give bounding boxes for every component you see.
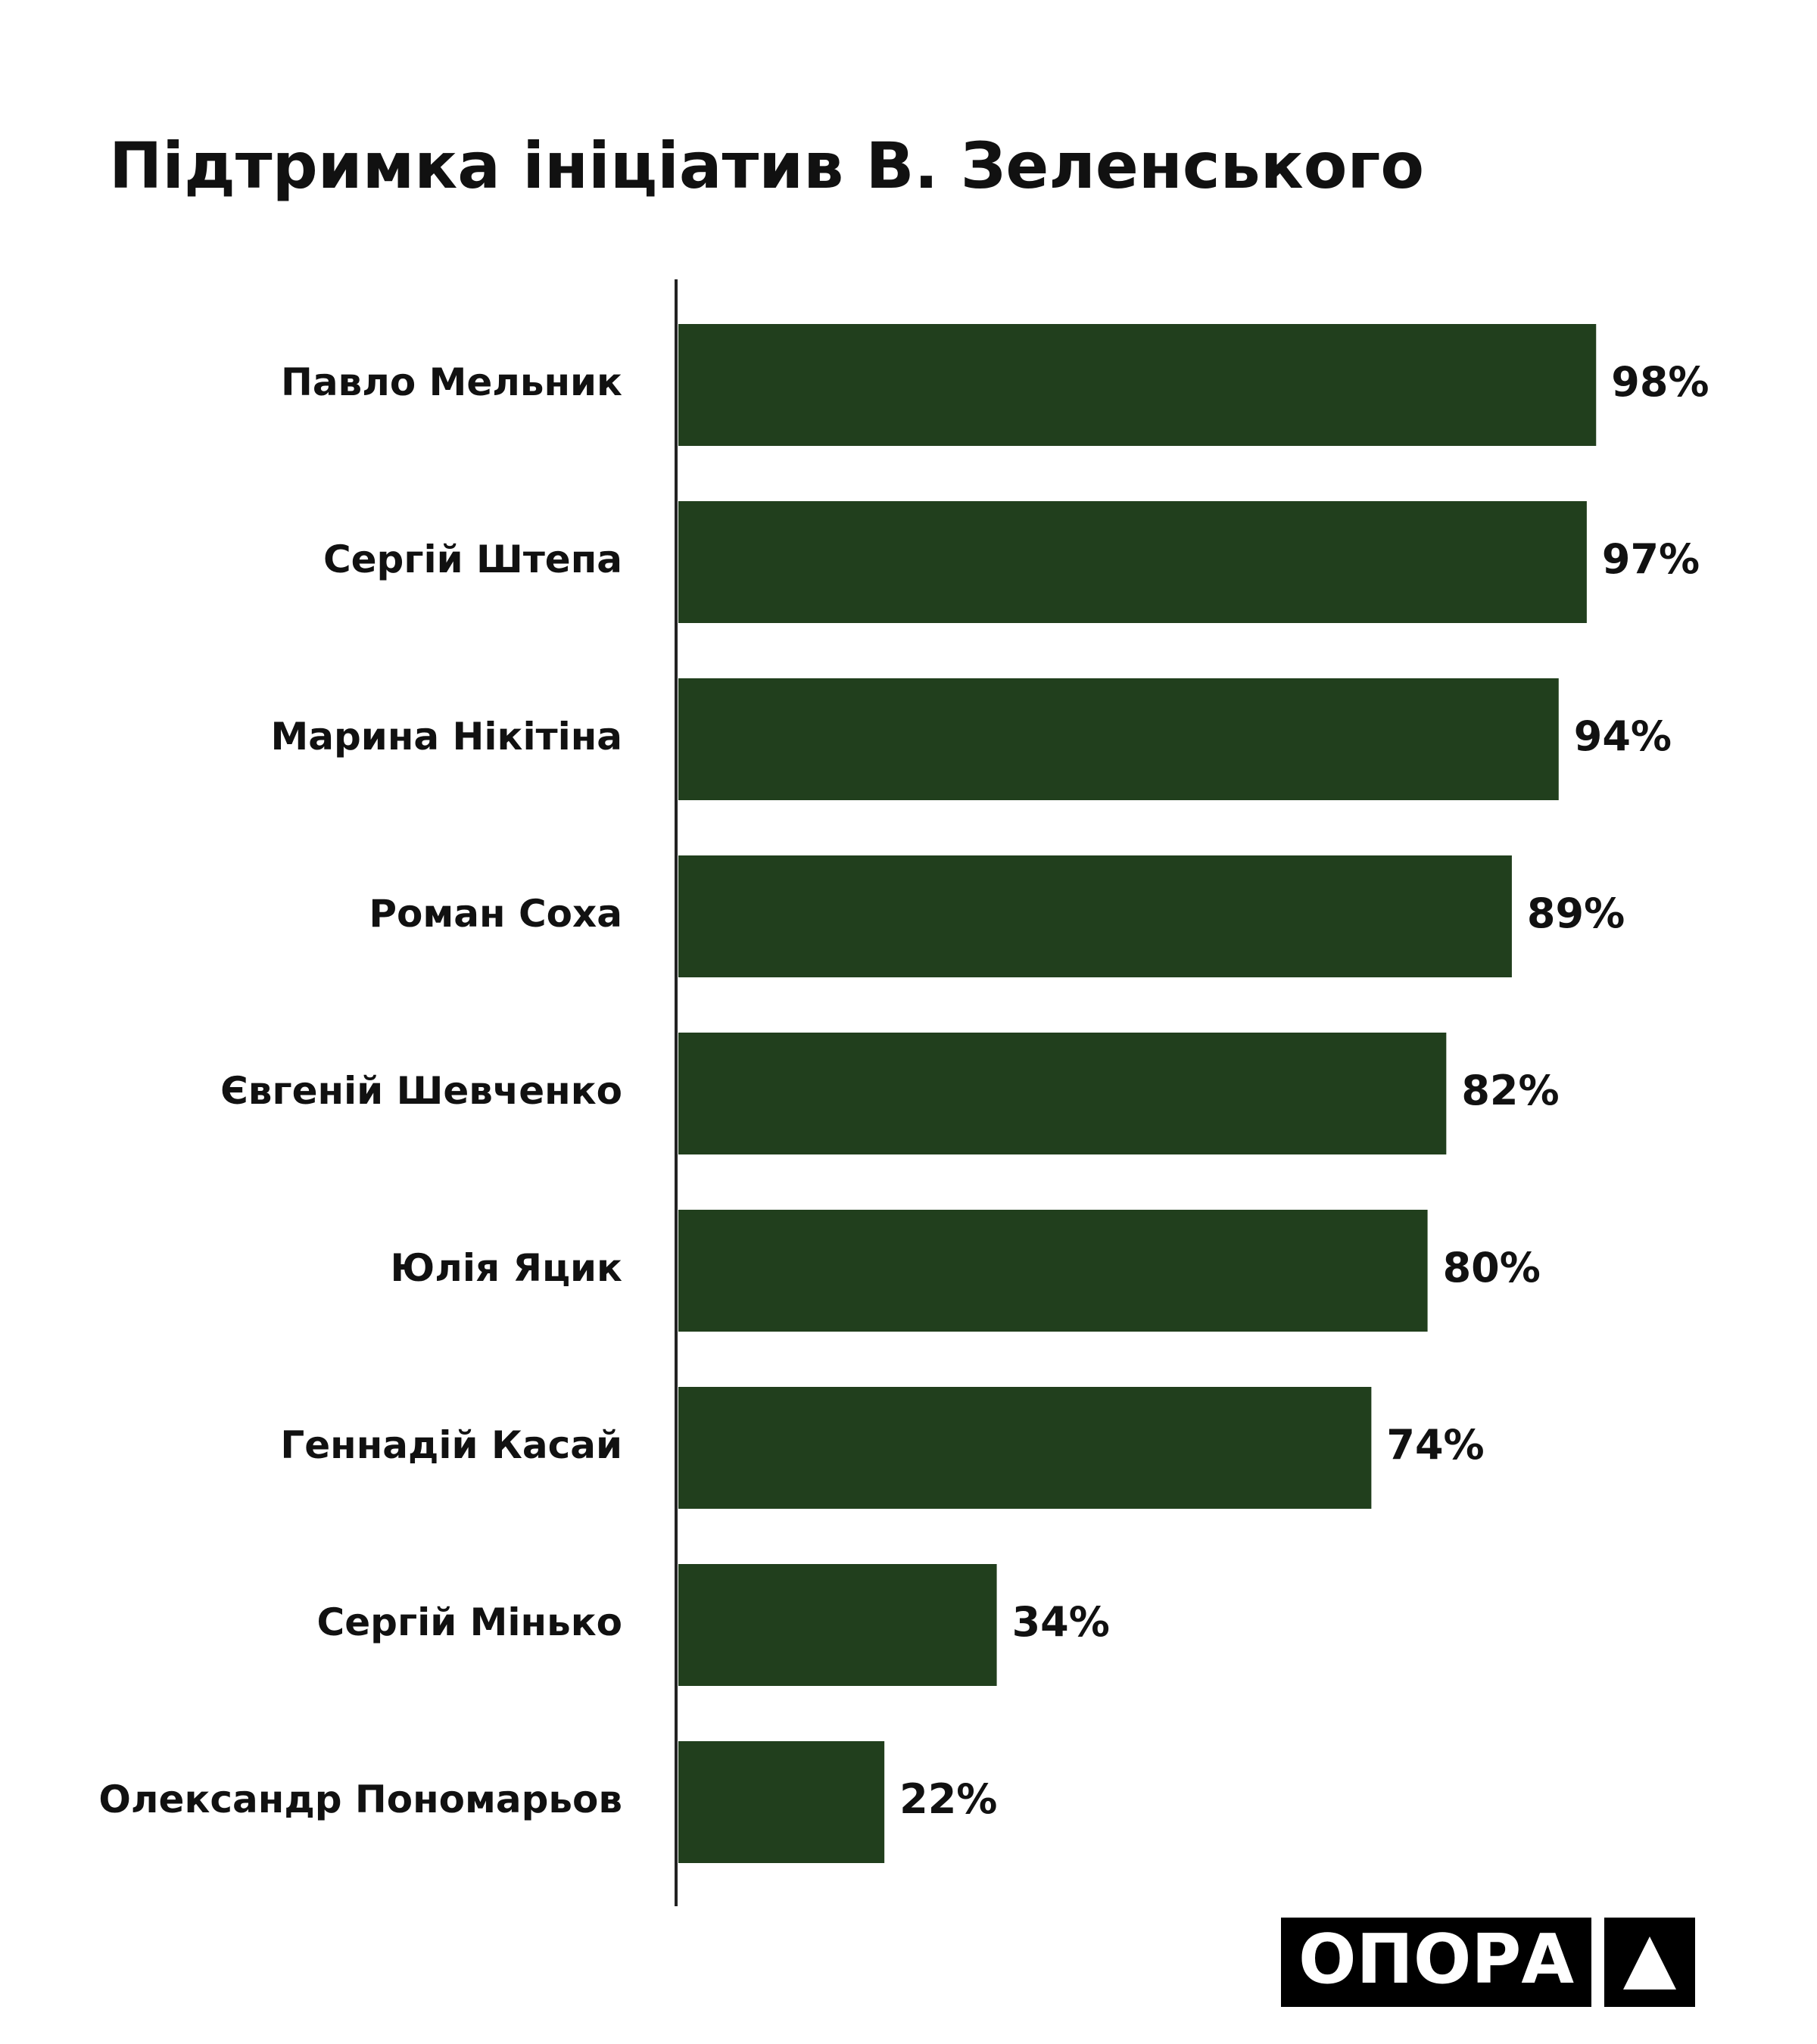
category-label: Сергій Мінько (317, 1600, 622, 1644)
bar (678, 678, 1559, 800)
bar (678, 1741, 885, 1863)
bar (678, 1210, 1428, 1332)
bar (678, 855, 1512, 977)
value-label: 74% (1386, 1421, 1484, 1469)
bar (678, 1564, 997, 1686)
bar (678, 501, 1587, 623)
bar (678, 1033, 1447, 1154)
category-label: Марина Нікітіна (271, 715, 622, 759)
category-label: Олександр Пономарьов (98, 1778, 622, 1821)
value-label: 34% (1012, 1598, 1110, 1646)
bar (678, 324, 1597, 446)
logo-triangle (1623, 1937, 1676, 1989)
value-label: 98% (1611, 358, 1709, 406)
value-label: 94% (1574, 712, 1672, 760)
value-label: 22% (899, 1775, 997, 1823)
category-label: Геннадій Касай (280, 1423, 622, 1467)
chart-title: Підтримка ініціатив В. Зеленського (109, 129, 1424, 203)
category-label: Роман Соха (369, 892, 622, 936)
logo-text: ОПОРА (1298, 1920, 1574, 1999)
category-label: Павло Мельник (281, 360, 622, 404)
bar (678, 1387, 1372, 1509)
category-label: Сергій Штепа (323, 537, 622, 581)
value-label: 80% (1443, 1244, 1541, 1292)
value-label: 89% (1527, 890, 1625, 937)
category-label: Євгеній Шевченко (220, 1069, 622, 1113)
value-label: 97% (1602, 535, 1700, 583)
value-label: 82% (1461, 1067, 1559, 1114)
logo-box (1281, 1918, 1591, 2007)
category-label: Юлія Яцик (391, 1246, 623, 1290)
